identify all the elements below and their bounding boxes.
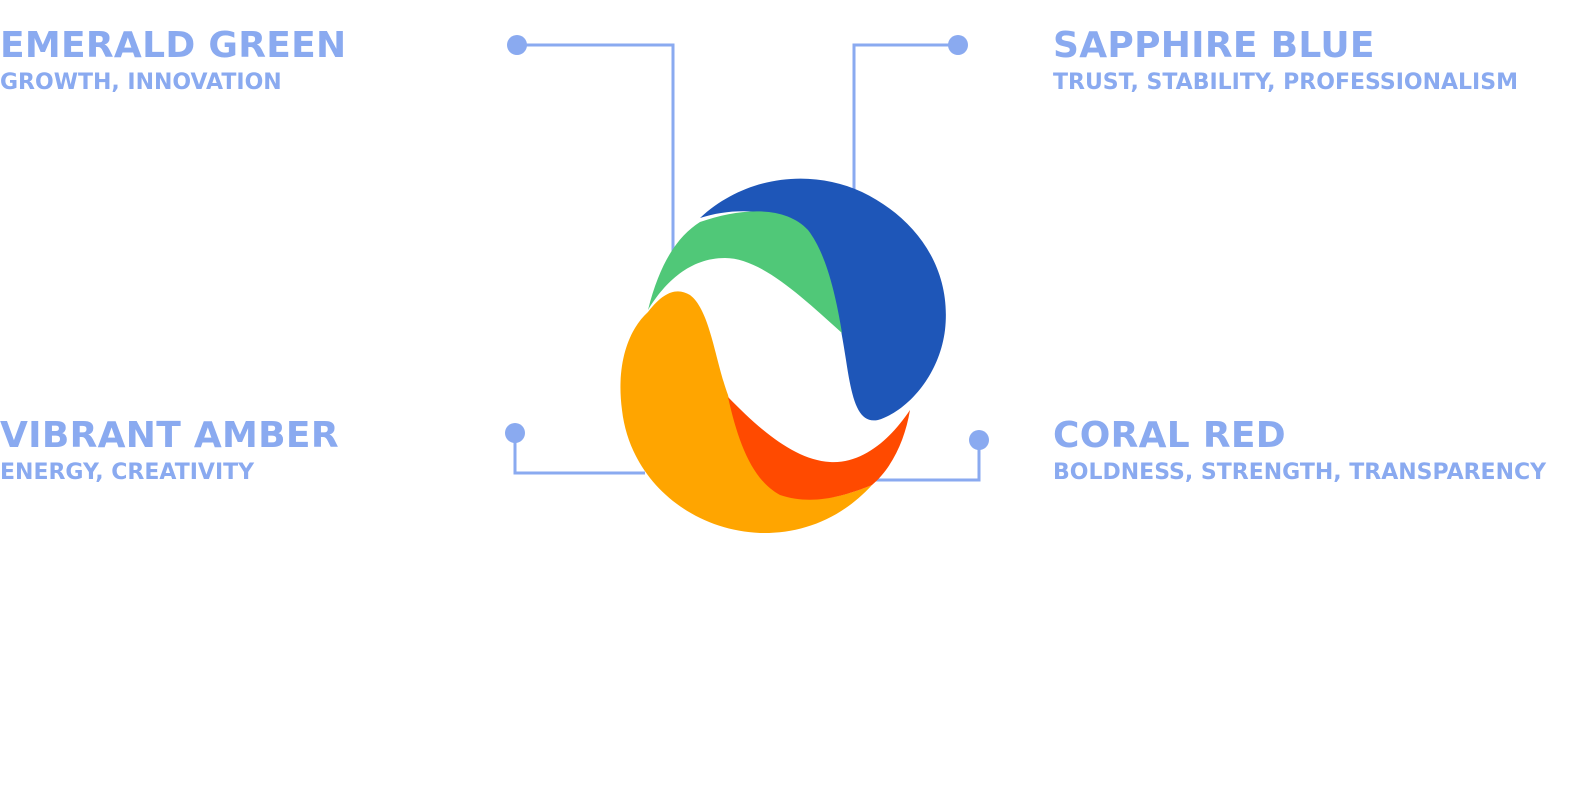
label-sapphire-blue: SAPPHIRE BLUE TRUST, STABILITY, PROFESSI… [1053, 26, 1518, 96]
swatch-emerald [648, 211, 842, 333]
connector-dots [505, 35, 989, 450]
color-title: SAPPHIRE BLUE [1053, 25, 1375, 66]
color-subtitle: BOLDNESS, STRENGTH, TRANSPARENCY [1053, 460, 1547, 485]
connector-coral [870, 440, 981, 482]
label-vibrant-amber: VIBRANT AMBER ENERGY, CREATIVITY [0, 416, 339, 486]
swirl-logo [620, 178, 946, 534]
color-subtitle: TRUST, STABILITY, PROFESSIONALISM [1053, 70, 1518, 95]
connector-sapphire [852, 43, 958, 190]
color-title: CORAL RED [1053, 415, 1286, 456]
color-title: VIBRANT AMBER [0, 415, 339, 456]
dot-coral [969, 430, 989, 450]
connector-amber [513, 433, 645, 475]
label-emerald-green: EMERALD GREEN GROWTH, INNOVATION [0, 26, 346, 96]
dot-emerald [507, 35, 527, 55]
connectors [513, 43, 981, 482]
color-subtitle: GROWTH, INNOVATION [0, 70, 282, 95]
color-title: EMERALD GREEN [0, 25, 347, 66]
dot-amber [505, 423, 525, 443]
connector-emerald [517, 43, 675, 255]
swatch-coral [728, 397, 910, 500]
swatch-amber [620, 291, 872, 534]
dot-sapphire [948, 35, 968, 55]
color-subtitle: ENERGY, CREATIVITY [0, 460, 255, 485]
swatch-sapphire [700, 178, 946, 421]
label-coral-red: CORAL RED BOLDNESS, STRENGTH, TRANSPAREN… [1053, 416, 1546, 486]
